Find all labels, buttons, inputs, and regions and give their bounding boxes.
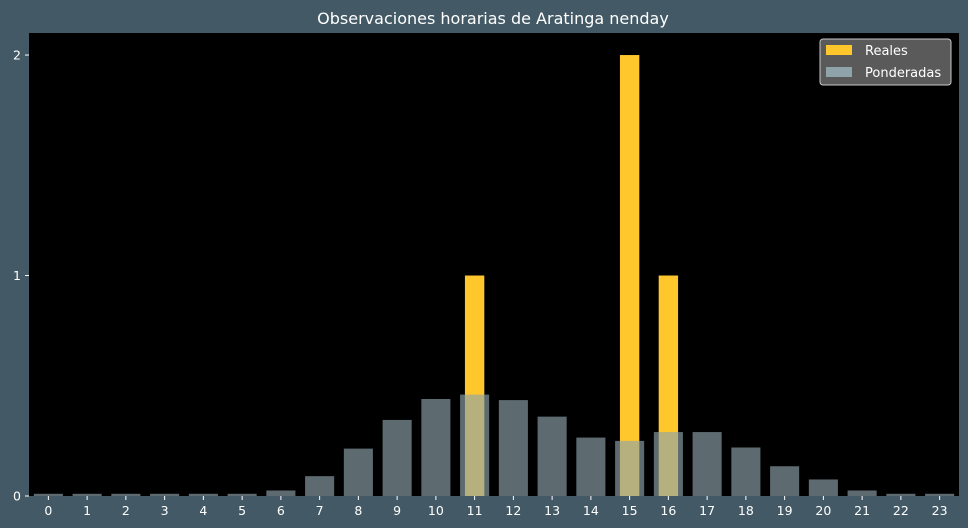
x-axis: 0 1 2 3 4 5 6 7 8 9 10 11 12 13 14 15 16 17 18 19 20 21 22 23 <box>44 496 948 518</box>
bar-ponderadas-12 <box>498 400 528 496</box>
y-axis: 0 1 2 <box>13 48 29 504</box>
bar-ponderadas-18 <box>731 447 761 496</box>
x-tick-label: 0 <box>44 503 52 518</box>
x-tick-label: 21 <box>854 503 870 518</box>
bar-reales-15 <box>619 55 640 497</box>
x-tick-label: 6 <box>277 503 285 518</box>
x-tick-label: 23 <box>932 503 948 518</box>
bar-ponderadas-7 <box>305 476 335 496</box>
bar-ponderadas-21 <box>847 490 877 496</box>
x-tick-label: 11 <box>467 503 483 518</box>
x-tick-label: 16 <box>660 503 676 518</box>
bar-ponderadas-0 <box>33 493 63 496</box>
bar-ponderadas-17 <box>692 432 722 496</box>
bar-ponderadas-10 <box>421 398 451 496</box>
bar-ponderadas-8 <box>343 448 373 496</box>
bar-ponderadas-20 <box>808 479 838 496</box>
x-tick-label: 9 <box>393 503 401 518</box>
x-tick-label: 8 <box>354 503 362 518</box>
bar-ponderadas-14 <box>576 437 606 496</box>
series-ponderadas <box>33 394 955 496</box>
x-tick-label: 14 <box>583 503 599 518</box>
x-tick-label: 13 <box>544 503 560 518</box>
bar-ponderadas-2 <box>111 493 141 496</box>
bar-ponderadas-23 <box>925 493 955 496</box>
x-tick-label: 4 <box>199 503 207 518</box>
plot-area <box>29 33 959 496</box>
y-tick-label: 2 <box>13 48 21 63</box>
x-tick-label: 18 <box>738 503 754 518</box>
x-tick-label: 1 <box>83 503 91 518</box>
x-tick-label: 15 <box>622 503 638 518</box>
chart-title: Observaciones horarias de Aratinga nenda… <box>317 9 669 28</box>
bar-ponderadas-5 <box>227 493 257 496</box>
legend-label-reales: Reales <box>865 44 908 59</box>
y-tick-label: 1 <box>13 268 21 283</box>
legend: Reales Ponderadas <box>819 38 952 86</box>
x-tick-label: 22 <box>893 503 909 518</box>
bar-ponderadas-4 <box>188 493 218 496</box>
bar-ponderadas-13 <box>537 416 567 496</box>
bar-ponderadas-1 <box>72 493 102 496</box>
x-tick-label: 5 <box>238 503 246 518</box>
x-tick-label: 12 <box>505 503 521 518</box>
bar-ponderadas-16 <box>653 432 683 496</box>
x-tick-label: 10 <box>428 503 444 518</box>
x-tick-label: 2 <box>122 503 130 518</box>
x-tick-label: 7 <box>316 503 324 518</box>
x-tick-label: 19 <box>777 503 793 518</box>
bar-ponderadas-6 <box>266 490 296 496</box>
y-tick-label: 0 <box>13 489 21 504</box>
bar-ponderadas-19 <box>770 466 800 496</box>
x-tick-label: 20 <box>815 503 831 518</box>
legend-box <box>819 38 952 86</box>
legend-label-ponderadas: Ponderadas <box>865 66 941 81</box>
x-tick-label: 3 <box>161 503 169 518</box>
bar-ponderadas-3 <box>150 493 180 496</box>
x-tick-label: 17 <box>699 503 715 518</box>
legend-swatch-ponderadas <box>826 67 852 77</box>
bar-ponderadas-9 <box>382 419 412 496</box>
bar-ponderadas-22 <box>886 493 916 496</box>
bar-ponderadas-11 <box>460 394 490 496</box>
legend-swatch-reales <box>826 45 852 55</box>
bar-ponderadas-15 <box>615 440 645 496</box>
